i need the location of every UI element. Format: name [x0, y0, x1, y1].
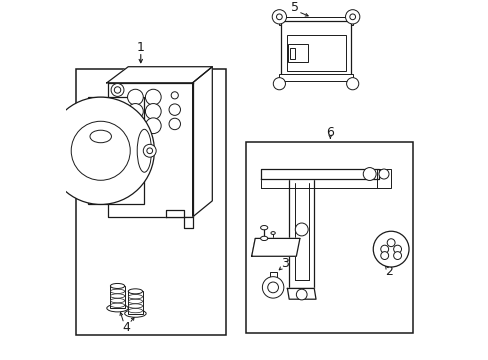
- Ellipse shape: [106, 305, 128, 312]
- Circle shape: [273, 78, 285, 90]
- Ellipse shape: [110, 294, 124, 298]
- Bar: [281, 21, 350, 77]
- Circle shape: [127, 89, 143, 105]
- Text: 5: 5: [290, 1, 298, 14]
- Circle shape: [143, 144, 156, 157]
- Text: 1: 1: [137, 41, 144, 54]
- Circle shape: [393, 245, 401, 253]
- Polygon shape: [165, 210, 192, 228]
- Text: 6: 6: [325, 126, 334, 139]
- Circle shape: [171, 92, 178, 99]
- Circle shape: [346, 78, 358, 90]
- Ellipse shape: [137, 129, 151, 172]
- Circle shape: [145, 89, 161, 105]
- Bar: [279, 74, 352, 81]
- Text: 4: 4: [122, 321, 130, 334]
- Text: 3: 3: [281, 257, 288, 270]
- Polygon shape: [192, 67, 212, 217]
- Bar: [269, 273, 276, 286]
- Ellipse shape: [270, 231, 275, 234]
- Ellipse shape: [110, 303, 124, 307]
- Ellipse shape: [110, 298, 124, 303]
- Ellipse shape: [128, 299, 142, 303]
- Circle shape: [372, 231, 408, 267]
- Circle shape: [169, 118, 180, 130]
- Ellipse shape: [47, 97, 154, 204]
- Circle shape: [145, 104, 161, 119]
- Polygon shape: [106, 67, 212, 83]
- Circle shape: [363, 167, 375, 180]
- Ellipse shape: [124, 310, 146, 317]
- Circle shape: [127, 104, 143, 119]
- Circle shape: [276, 14, 282, 20]
- Circle shape: [145, 118, 161, 134]
- Circle shape: [272, 10, 286, 24]
- Circle shape: [146, 148, 152, 154]
- Circle shape: [127, 118, 143, 134]
- Bar: [376, 168, 390, 188]
- Ellipse shape: [71, 121, 130, 180]
- Circle shape: [380, 252, 388, 260]
- Circle shape: [386, 239, 394, 247]
- Ellipse shape: [128, 294, 142, 299]
- Bar: [279, 17, 352, 25]
- Ellipse shape: [260, 236, 267, 240]
- Circle shape: [349, 14, 355, 20]
- Ellipse shape: [110, 283, 124, 288]
- Ellipse shape: [128, 309, 142, 313]
- Ellipse shape: [260, 225, 267, 230]
- Bar: [88, 97, 144, 204]
- Bar: [110, 286, 124, 308]
- Circle shape: [262, 277, 283, 298]
- Polygon shape: [260, 168, 378, 179]
- Circle shape: [380, 245, 388, 253]
- Circle shape: [295, 223, 307, 236]
- Polygon shape: [251, 238, 299, 256]
- Circle shape: [378, 169, 388, 179]
- Circle shape: [393, 252, 401, 260]
- Polygon shape: [287, 288, 315, 299]
- Text: 2: 2: [385, 265, 392, 278]
- Polygon shape: [108, 83, 192, 217]
- Ellipse shape: [128, 289, 142, 294]
- Bar: [288, 44, 307, 62]
- Circle shape: [111, 84, 124, 96]
- Ellipse shape: [90, 130, 111, 143]
- Circle shape: [114, 87, 121, 93]
- Bar: [76, 68, 225, 335]
- Circle shape: [267, 282, 278, 293]
- Bar: [128, 291, 142, 314]
- Circle shape: [296, 289, 306, 300]
- Bar: [289, 48, 295, 59]
- Bar: [246, 142, 412, 333]
- Circle shape: [169, 104, 180, 115]
- Ellipse shape: [128, 304, 142, 308]
- Ellipse shape: [110, 289, 124, 293]
- Bar: [286, 35, 345, 71]
- Circle shape: [345, 10, 359, 24]
